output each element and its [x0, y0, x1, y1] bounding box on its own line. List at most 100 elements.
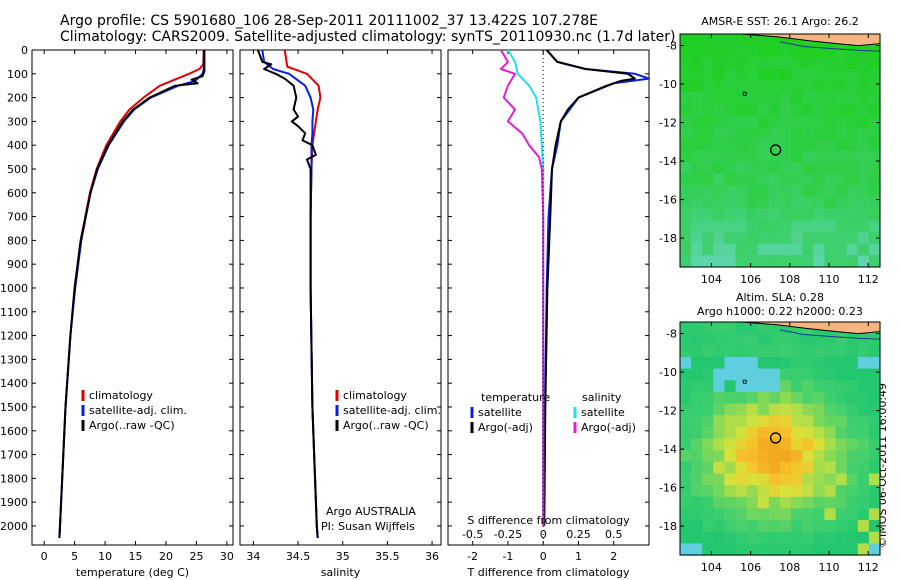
sst-map-field-cell	[746, 45, 759, 58]
sla-map-field-cell	[746, 438, 759, 451]
sst-map-field-cell	[735, 220, 748, 233]
sla-map-field-cell	[768, 485, 781, 498]
sst-map-field-cell	[835, 197, 848, 210]
sst-map-field-cell	[824, 162, 837, 175]
sla-map-field-cell	[713, 508, 725, 521]
sst-map-field-cell	[746, 162, 759, 175]
sst-map-field-cell	[835, 208, 848, 222]
sst-map-field-cell	[802, 255, 814, 268]
sla-map-field-cell	[802, 345, 814, 358]
sla-map-field-cell	[791, 485, 803, 498]
sst-map-field-cell	[702, 255, 714, 268]
sla-map-field-cell	[680, 403, 692, 416]
sst-map-field-cell	[802, 138, 814, 152]
sst-map-field-cell	[857, 127, 870, 140]
sst-map-field-cell	[691, 103, 703, 117]
sla-map-field-cell	[846, 438, 859, 451]
sla-map-field-cell	[824, 485, 837, 498]
sst-map-field-cell	[702, 69, 714, 82]
sla-map-field-cell	[680, 461, 692, 475]
sla-map-field-cell	[713, 403, 725, 416]
sst-map-field-cell	[857, 243, 870, 256]
sla-map-field-cell	[768, 473, 781, 486]
sst-map-coast-contour	[779, 41, 881, 52]
sla-map-field-cell	[757, 438, 770, 451]
sst-map-field-cell	[746, 150, 759, 163]
sla-map-field-cell	[735, 461, 748, 475]
sst-map-field-cell	[757, 243, 770, 256]
sst-map-field-cell	[757, 57, 770, 70]
sst-map-field-cell	[702, 34, 714, 47]
sla-map-field-cell	[857, 403, 870, 416]
sst-map-field-cell	[724, 92, 737, 105]
sst-map-argo-position-marker	[769, 144, 782, 156]
sst-map-field-cell	[791, 232, 803, 245]
sla-map-field-cell	[868, 415, 881, 428]
sla-map-field-cell	[713, 450, 725, 463]
sla-map-field-cell	[846, 485, 859, 498]
sla-map-field	[680, 322, 881, 556]
sst-map-field-cell	[746, 138, 759, 152]
sst-map-field-cell	[724, 232, 737, 245]
sst-map-field-cell	[824, 57, 837, 70]
sla-map-field-cell	[813, 520, 825, 533]
sst-map-field-cell	[724, 45, 737, 58]
sst-map-field-cell	[780, 255, 792, 268]
sla-map-field-cell	[680, 380, 692, 393]
salinity-series-line	[256, 49, 319, 538]
sla-map-field-cell	[813, 543, 825, 556]
sst-map-field-cell	[791, 220, 803, 233]
sst-map-field-cell	[757, 103, 770, 117]
sla-map-field-cell	[680, 333, 692, 346]
sst-map-field-cell	[802, 173, 814, 187]
sla-map-coast-contour	[779, 329, 881, 340]
sst-map-field-cell	[757, 208, 770, 222]
sla-map-field-cell	[768, 543, 781, 556]
sst-map-field-cell	[846, 103, 859, 117]
sst-map-field-cell	[835, 173, 848, 187]
sla-map-field-cell	[757, 345, 770, 358]
sla-map-field-cell	[791, 543, 803, 556]
sst-map-field-cell	[691, 185, 703, 198]
sla-map-field-cell	[713, 391, 725, 405]
depth-tick-label: 1200	[0, 330, 28, 343]
temperature-plot-frame	[31, 49, 234, 546]
sla-map-field-cell	[768, 356, 781, 370]
sst-map-field-cell	[780, 45, 792, 58]
sla-map-y-tick-label: -12	[659, 405, 677, 418]
sla-map-field-cell	[813, 438, 825, 451]
sla-map-field-cell	[768, 496, 781, 510]
sla-map-field-cell	[846, 496, 859, 510]
sst-map-field-cell	[713, 220, 725, 233]
depth-tick-label: 1000	[0, 282, 28, 295]
sla-map-field-cell	[746, 415, 759, 428]
sst-map-x-tick-label: 110	[819, 273, 840, 286]
sla-map-field-cell	[691, 415, 703, 428]
sst-map-field-cell	[791, 92, 803, 105]
sla-map-field-cell	[691, 461, 703, 475]
sst-map-field-cell	[757, 220, 770, 233]
sla-map-field-cell	[835, 380, 848, 393]
sst-map-field-cell	[757, 34, 770, 47]
sla-map-field-cell	[735, 356, 748, 370]
sla-map-field-cell	[768, 450, 781, 463]
depth-tick-label: 300	[7, 115, 28, 128]
sst-map-field-cell	[857, 185, 870, 198]
sla-map-field-cell	[768, 322, 781, 335]
sst-map-field-cell	[780, 243, 792, 256]
sst-map-field-cell	[824, 208, 837, 222]
sla-map-field-cell	[868, 356, 881, 370]
sst-map-field-cell	[713, 255, 725, 268]
sst-map-field-cell	[824, 45, 837, 58]
sla-map-field-cell	[702, 356, 714, 370]
sst-map-field-cell	[691, 197, 703, 210]
sla-map-field-cell	[780, 543, 792, 556]
sst-map-field-cell	[846, 115, 859, 128]
sla-map-field-cell	[780, 531, 792, 544]
sst-map-field-cell	[813, 69, 825, 82]
temperature-series-line	[58, 49, 205, 538]
depth-tick-label: 1500	[0, 401, 28, 414]
sla-map-field-cell	[824, 520, 837, 533]
salinity-legend-label: Argo(..raw -QC)	[343, 419, 429, 432]
sla-map-field-cell	[868, 531, 881, 544]
